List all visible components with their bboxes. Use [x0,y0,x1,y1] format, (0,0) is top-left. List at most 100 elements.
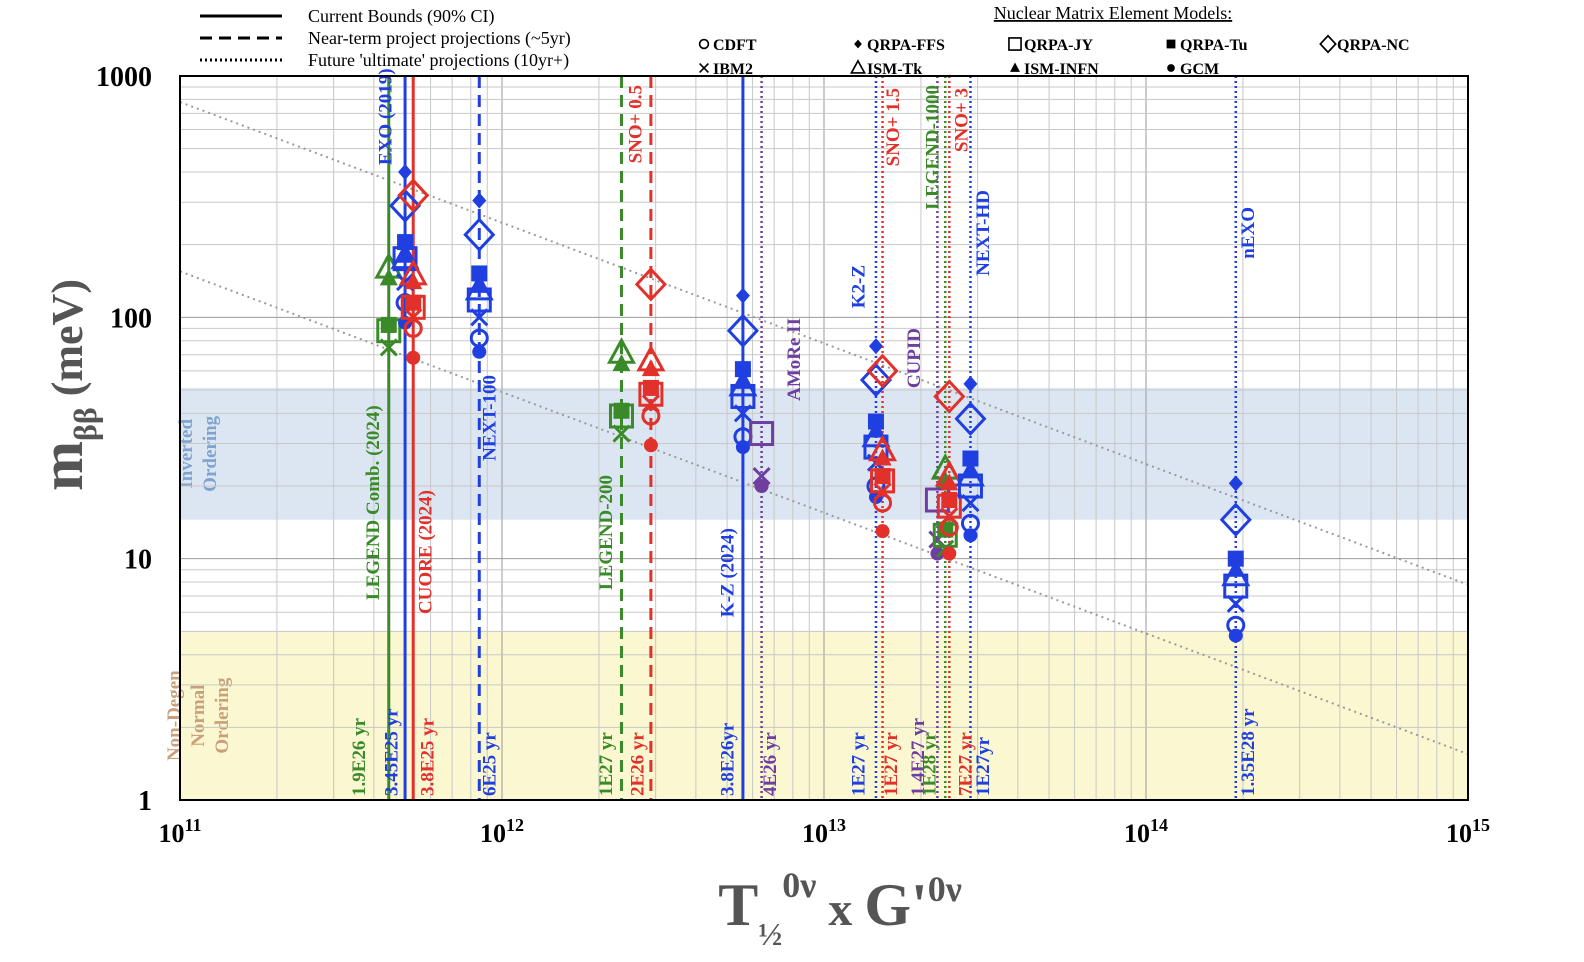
x-tick-label: 1015 [1446,815,1490,848]
nme-point-cdft [641,406,661,426]
nme-point-ism-infn [396,245,415,263]
nme-point-qrpa-tu [405,294,422,311]
nme-point-cdft [403,318,423,338]
nme-point-ism-infn [940,473,959,491]
nme-legend-label: QRPA-JY [1024,37,1093,54]
nme-legend-label: IBM2 [713,61,753,78]
y-tick-label: 1 [138,786,152,817]
nme-point-ibm2 [404,308,423,327]
band-label: Ordering [212,677,233,753]
nme-legend-label: QRPA-Tu [1180,37,1248,54]
x-tick-label: 1014 [1124,815,1168,848]
experiment-name-label: SNO+ 1.5 [883,88,904,166]
nme-point-ibm2 [470,308,489,327]
nme-point-qrpa-nc [859,362,893,398]
nme-legend-symbol [850,59,866,74]
nme-legend-marker [854,39,862,49]
nme-point-ism-infn [1226,559,1245,577]
nme-point-qrpa-tu [613,402,630,419]
nme-point-qrpa-ffs [735,287,750,304]
nme-legend-symbol [854,39,862,49]
y-tick-label: 100 [110,303,152,334]
halflife-label: 1E27 yr [596,732,617,796]
nme-legend-label: QRPA-FFS [867,37,945,54]
halflife-label: 1E27 yr [881,732,902,796]
nme-point-gcm [406,350,421,365]
nme-point-qrpa-ffs [1228,475,1243,492]
nme-point-qrpa-tu [962,450,979,467]
nme-legend-marker [1167,64,1175,72]
experiment-name-label: NEXT-HD [973,190,994,276]
nme-point-qrpa-nc [389,188,422,223]
experiment-name-label: AMoRe II [784,318,805,401]
nme-point-ism-infn [470,275,489,293]
nme-point-qrpa-nc [463,217,496,252]
nme-legend-marker [698,38,710,50]
nme-legend-marker [1010,62,1020,72]
experiment-name-label: nEXO [1238,207,1259,259]
halflife-label: 1.35E28 yr [1238,708,1259,796]
nme-legend-marker [1166,39,1176,49]
nme-point-ibm2 [641,394,660,413]
nme-point-gcm [963,528,978,543]
experiment-name-label: NEXT-100 [480,375,501,461]
band-label: Normal [188,685,209,747]
halflife-label: 1E27 yr [848,732,869,796]
nme-point-ism-infn [612,354,631,372]
nme-point-ibm2 [733,404,752,423]
halflife-label: 3.8E26yr [717,722,738,796]
nme-point-gcm [875,524,890,539]
nme-point-qrpa-tu [874,468,891,485]
nme-legend-symbol [698,38,710,50]
band-label: Inverted [176,419,197,489]
nme-point-cdft [939,517,959,537]
nme-point-cdft [873,493,893,513]
nme-legend-symbol [1166,39,1176,49]
experiment-name-label: EXO (2019) [375,68,396,165]
nme-point-qrpa-ffs [472,192,487,209]
nme-point-qrpa-tu [471,265,488,282]
nme-point-qrpa-tu [642,379,659,396]
nme-point-ibm2 [379,338,398,357]
nme-point-qrpa-tu [380,316,397,333]
halflife-label: 1E28 yr [920,732,941,796]
halflife-label: 3.45E25 yr [381,708,402,796]
experiment-name-label: K2-Z [848,265,869,308]
halflife-label: 4E26 yr [760,732,781,796]
nme-point-ism-infn [404,272,423,290]
experiment-name-label: CUPID [904,328,925,388]
halflife-label: 1.9E26 yr [349,717,370,796]
nme-point-qrpa-tu [734,361,751,378]
y-tick-label: 10 [124,545,152,576]
legend-line-label: Near-term project projections (~5yr) [308,28,571,49]
nme-point-gcm [1228,628,1243,643]
nme-point-ism-infn [733,371,752,389]
experiment-name-label: SNO+ 3 [952,88,973,152]
nme-point-ibm2 [752,466,771,486]
experiment-labels: LEGEND Comb. (2024) 1.9E26 yr EXO (2019) 3.… [349,68,1259,796]
experiment-name-label: CUORE (2024) [416,490,437,614]
nme-point-gcm [735,440,750,455]
nme-point-qrpa-nc [866,353,899,389]
y-tick-label: 1000 [96,62,152,93]
nme-point-gcm [942,546,957,561]
x-tick-label: 1012 [480,815,524,848]
nme-point-gcm [754,479,769,494]
nme-point-qrpa-nc [726,313,759,348]
trend-line [179,101,1469,586]
nme-point-ibm2 [961,493,980,513]
nme-legend-marker [850,59,866,74]
halflife-label: 7E27 yr [956,732,977,796]
nme-legend-marker [1008,37,1022,51]
nme-point-ibm2 [940,507,959,526]
legend-line-label: Future 'ultimate' projections (10yr+) [308,50,569,71]
halflife-label: 6E25 yr [480,732,501,796]
nme-point-ism-infn [961,461,980,479]
axes: 1011 1012 1013 1014 1015 1 10 100 1000 T½0ν x G'0… [29,62,1490,952]
x-axis-title: T½0ν x G'0ν [718,865,962,952]
nme-point-qrpa-jy [749,421,775,447]
nme-point-ism-infn [873,448,892,466]
nme-point-qrpa-tu [941,492,958,509]
experiment-name-label: LEGEND Comb. (2024) [363,405,384,600]
